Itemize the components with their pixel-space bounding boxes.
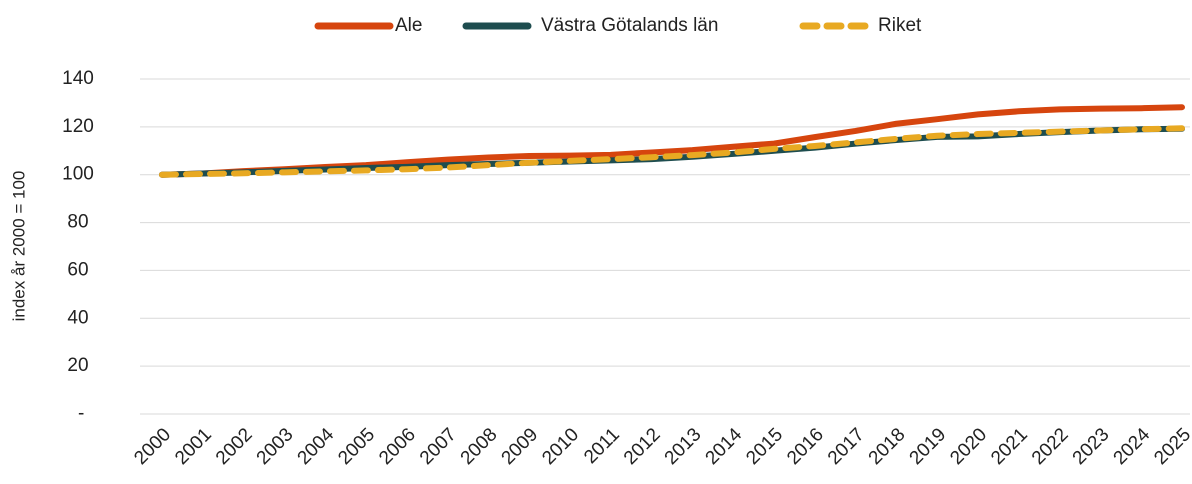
- series-line: [159, 104, 1185, 178]
- x-tick-label: 2014: [702, 424, 747, 469]
- x-tick-label: 2016: [783, 424, 828, 469]
- x-tick-label: 2015: [742, 424, 787, 469]
- x-tick-label: 2001: [171, 424, 216, 469]
- y-tick-label: 140: [62, 68, 94, 89]
- x-tick-label: 2025: [1150, 424, 1192, 469]
- y-tick-label: 120: [62, 116, 94, 137]
- x-tick-label: 2007: [416, 424, 461, 469]
- legend-label: Västra Götalands län: [541, 15, 718, 36]
- x-tick-label: 2010: [538, 424, 583, 469]
- x-tick-label: 2024: [1110, 424, 1155, 469]
- legend-label: Ale: [395, 15, 422, 36]
- y-tick-label: 60: [67, 259, 88, 280]
- x-tick-label: 2000: [130, 424, 175, 469]
- y-tick-label: 40: [67, 307, 88, 328]
- x-tick-label: 2019: [906, 424, 951, 469]
- y-tick-label: 100: [62, 164, 94, 185]
- x-tick-label: 2005: [334, 424, 379, 469]
- x-tick-label: 2020: [946, 424, 991, 469]
- x-tick-label: 2003: [253, 424, 298, 469]
- x-tick-label: 2002: [212, 424, 257, 469]
- y-axis-label: index år 2000 = 100: [9, 171, 28, 322]
- x-tick-label: 2013: [661, 424, 706, 469]
- x-tick-label: 2021: [987, 424, 1032, 469]
- series-line: [159, 125, 1185, 178]
- x-tick-label: 2022: [1028, 424, 1073, 469]
- x-tick-label: 2018: [865, 424, 910, 469]
- x-tick-label: 2004: [294, 424, 339, 469]
- x-tick-label: 2008: [457, 424, 502, 469]
- x-tick-label: 2011: [580, 424, 624, 468]
- x-tick-label: 2009: [498, 424, 543, 469]
- y-tick-label: 20: [67, 355, 88, 376]
- x-tick-label: 2006: [375, 424, 420, 469]
- x-tick-label: 2017: [824, 424, 869, 469]
- y-tick-label: -: [78, 403, 84, 424]
- legend-label: Riket: [878, 15, 922, 36]
- y-tick-label: 80: [67, 212, 88, 233]
- x-tick-label: 2012: [620, 424, 665, 469]
- x-tick-label: 2023: [1069, 424, 1114, 469]
